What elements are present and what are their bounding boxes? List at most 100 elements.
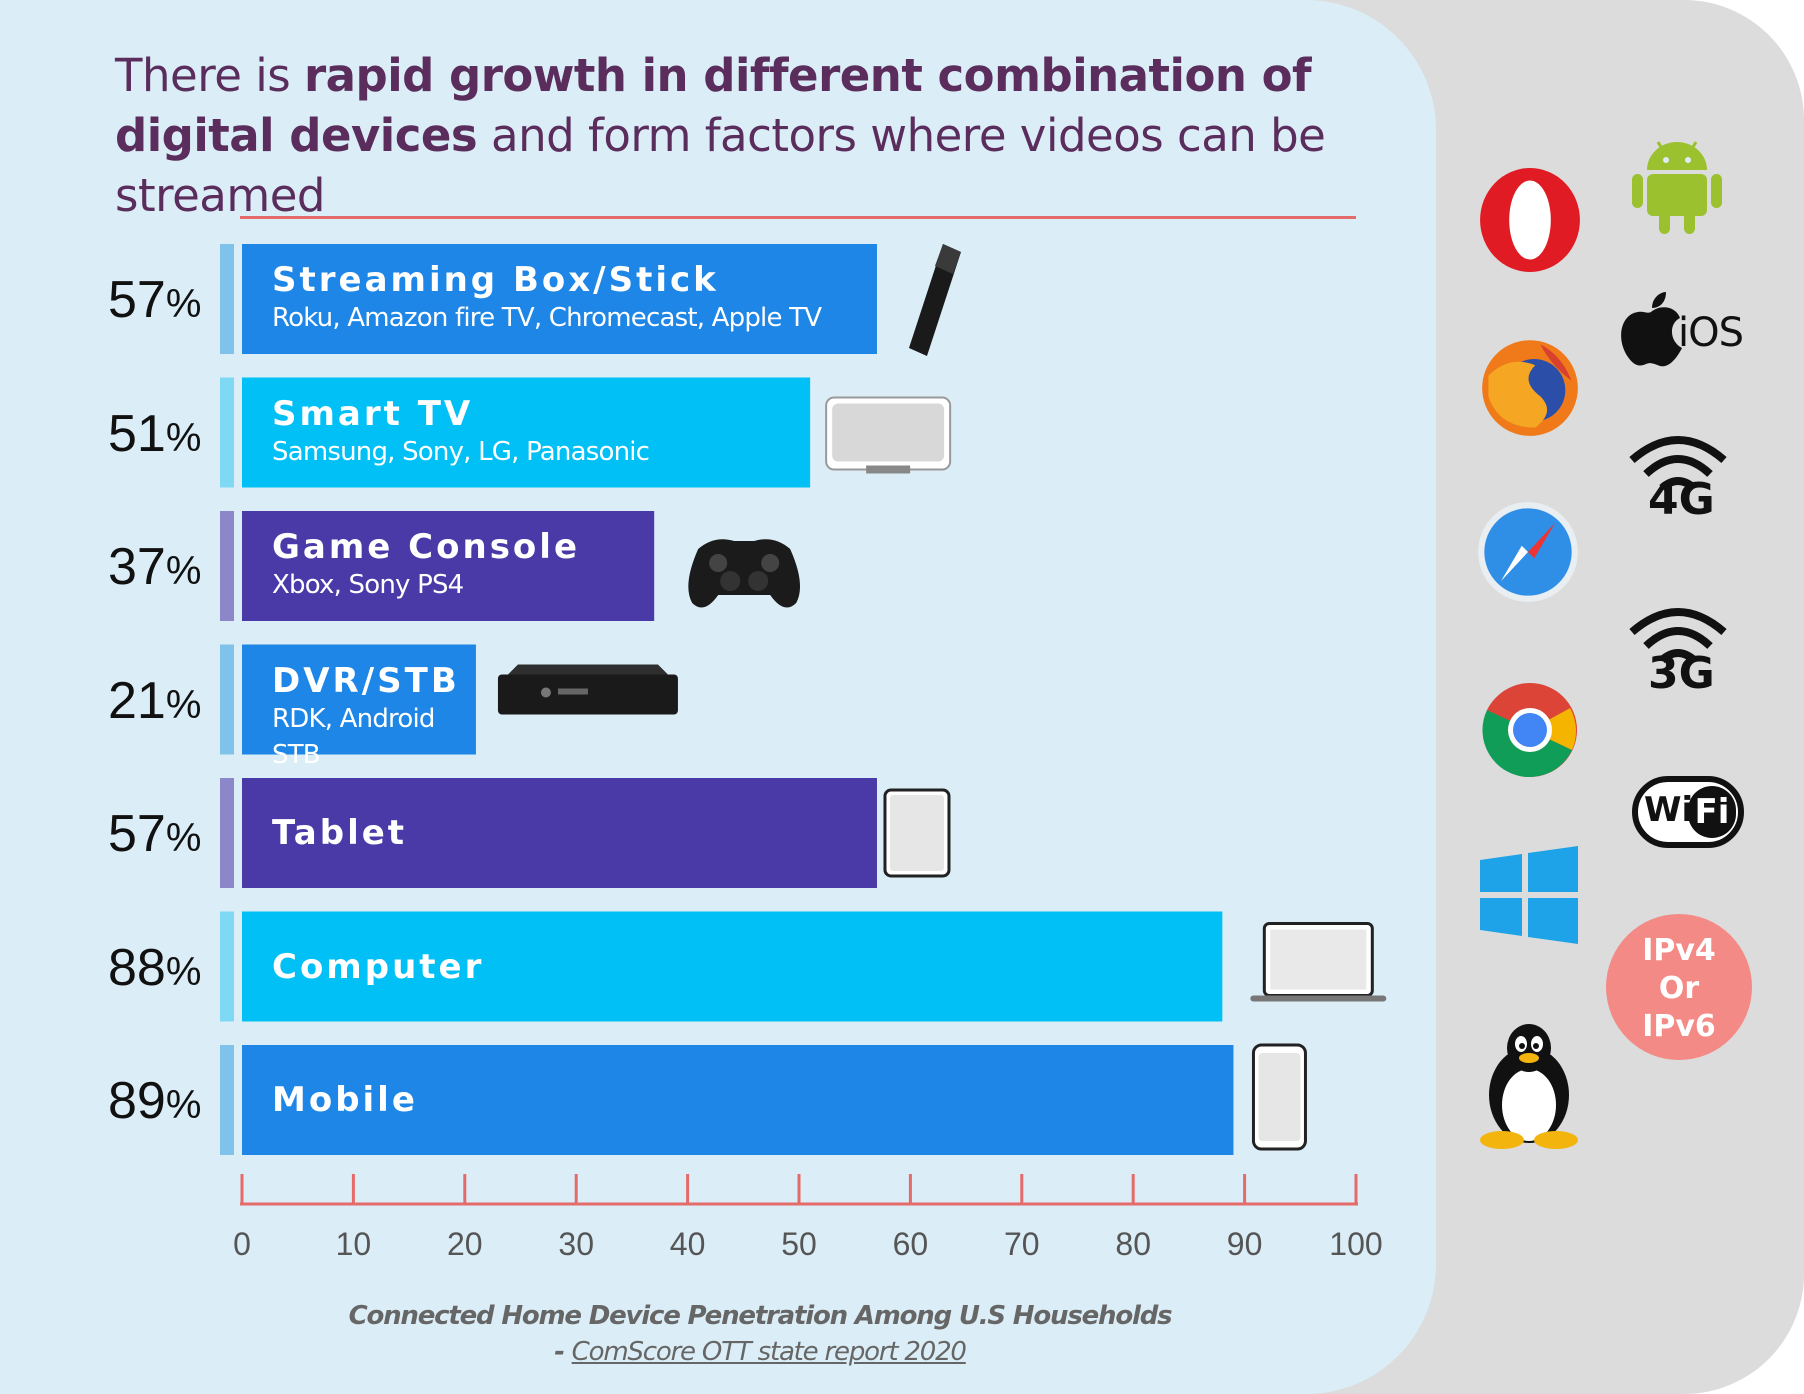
category-subtitle: Roku, Amazon fire TV, Chromecast, Apple …: [272, 303, 822, 333]
x-tick-label: 0: [233, 1226, 251, 1262]
windows-icon: [1480, 846, 1580, 951]
value-label: 57%: [108, 270, 201, 330]
x-tick-label: 40: [669, 1226, 706, 1262]
value-unit: %: [165, 949, 202, 994]
chart-caption: Connected Home Device Penetration Among …: [340, 1298, 1180, 1370]
headline-text: There is: [115, 49, 304, 102]
ip-badge-line2: Or: [1658, 971, 1700, 1006]
value-label: 89%: [108, 1071, 201, 1131]
value-label: 88%: [108, 938, 201, 998]
category-label: Game Console: [272, 527, 580, 567]
smart-tv-icon: [825, 396, 952, 474]
x-tick-label: 100: [1329, 1226, 1383, 1262]
ip-badge-line3: IPv6: [1642, 1009, 1716, 1044]
ip-version-badge: IPv4 Or IPv6: [1606, 914, 1752, 1060]
ios-label: iOS: [1678, 310, 1744, 356]
headline: There is rapid growth in different combi…: [115, 46, 1355, 226]
value-unit: %: [165, 1083, 202, 1127]
linux-tux-icon: [1474, 1020, 1584, 1155]
bar-label: Smart TV Samsung, Sony, LG, Panasonic: [272, 394, 800, 470]
opera-icon: [1478, 168, 1582, 277]
caption-title: Connected Home Device Penetration Among …: [348, 1301, 1173, 1331]
bar: [242, 644, 476, 755]
firefox-icon: [1478, 334, 1582, 443]
x-tick-label: 60: [892, 1226, 929, 1262]
wifi-label-wi: Wi: [1644, 790, 1694, 830]
bar-accent: [220, 911, 234, 1022]
value-unit: %: [165, 682, 202, 727]
bar: [242, 778, 877, 888]
value-number: 21: [108, 671, 166, 730]
value-number: 37: [108, 538, 166, 596]
value-number: 57: [108, 805, 166, 863]
category-label: Mobile: [272, 1080, 418, 1120]
category-label: DVR/STB: [272, 660, 460, 701]
label-4g: 4G: [1648, 474, 1715, 525]
bar-chart: 57% Streaming Box/Stick Roku, Amazon fire …: [108, 244, 1387, 1262]
value-label: 21%: [108, 671, 201, 731]
x-tick-label: 90: [1226, 1226, 1263, 1262]
bar-label: Tablet: [272, 813, 407, 853]
value-number: 51: [108, 404, 166, 463]
set-top-box-icon: [497, 664, 678, 715]
bar-label: Streaming Box/Stick Roku, Amazon fire TV,…: [272, 260, 867, 336]
bar-accent: [220, 244, 234, 354]
android-icon: [1630, 130, 1724, 239]
bar: [242, 377, 811, 488]
bar: [242, 911, 1223, 1022]
game-controller-icon: [688, 539, 801, 608]
wifi-logo-icon: Wi Fi: [1632, 776, 1744, 848]
streaming-stick-icon: [908, 244, 961, 356]
bar-label: Mobile: [272, 1080, 418, 1120]
chart-panel-background: [0, 0, 1436, 1394]
tablet-icon: [883, 788, 951, 878]
caption-source-link[interactable]: ComScore OTT state report 2020: [571, 1337, 967, 1367]
chrome-icon: [1480, 680, 1580, 785]
safari-icon: [1476, 500, 1580, 609]
bar: [242, 1045, 1234, 1155]
bar-label: DVR/STB RDK, Android STB: [272, 661, 466, 773]
ip-badge-line1: IPv4: [1642, 933, 1716, 968]
category-subtitle: Xbox, Sony PS4: [272, 570, 464, 600]
value-unit: %: [165, 282, 202, 326]
headline-text-end: and form factors where videos can be str…: [115, 109, 1326, 222]
x-tick-label: 30: [558, 1226, 594, 1262]
bar-accent: [220, 644, 234, 755]
caption-dash: -: [554, 1337, 572, 1367]
x-tick-label: 50: [781, 1226, 817, 1262]
bar-accent: [220, 778, 234, 888]
value-number: 57: [108, 271, 166, 329]
caption-source-line: - ComScore OTT state report 2020: [340, 1334, 1180, 1370]
bar-label: Computer: [272, 947, 484, 987]
category-label: Tablet: [272, 813, 408, 853]
x-tick-label: 10: [335, 1226, 372, 1262]
category-label: Streaming Box/Stick: [272, 260, 719, 300]
value-unit: %: [165, 816, 202, 860]
bar-accent: [220, 511, 234, 621]
wifi-4g-icon: 4G: [1626, 432, 1730, 525]
x-tick-label: 80: [1115, 1226, 1151, 1262]
x-tick-label: 20: [447, 1226, 483, 1262]
x-tick-label: 70: [1004, 1226, 1040, 1262]
bar-label: Game Console Xbox, Sony PS4: [272, 527, 644, 603]
wifi-label-fi: Fi: [1688, 786, 1736, 838]
value-label: 37%: [108, 537, 201, 597]
value-unit: %: [165, 549, 202, 593]
value-label: 57%: [108, 804, 201, 864]
bar-chart-svg: [220, 244, 1387, 1206]
top-divider: [240, 216, 1356, 219]
headline-bold-text: rapid growth in different combination of…: [115, 49, 1312, 162]
value-number: 88: [108, 938, 166, 997]
category-label: Smart TV: [272, 393, 474, 434]
label-3g: 3G: [1648, 648, 1715, 699]
value-label: 51%: [108, 404, 201, 464]
category-subtitle: RDK, Android STB: [272, 703, 435, 770]
value-unit: %: [165, 415, 202, 460]
bar: [242, 244, 877, 354]
value-number: 89: [108, 1072, 166, 1130]
smartphone-icon: [1251, 1043, 1307, 1151]
category-subtitle: Samsung, Sony, LG, Panasonic: [272, 436, 650, 467]
category-label: Computer: [272, 946, 485, 987]
bar: [242, 511, 655, 621]
bar-accent: [220, 1045, 234, 1155]
